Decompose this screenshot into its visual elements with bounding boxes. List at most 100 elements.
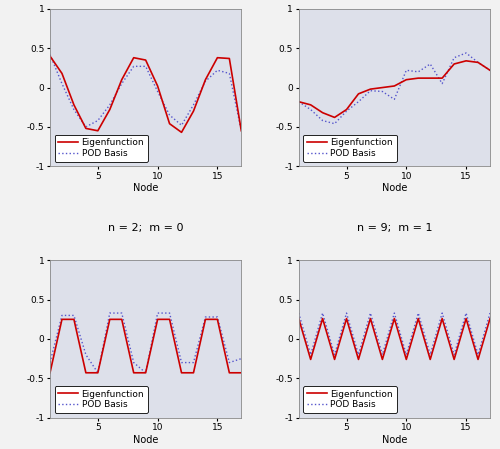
POD Basis: [226, 360, 232, 365]
Eigenfunction: [71, 317, 77, 322]
POD Basis: [83, 124, 89, 129]
POD Basis: [190, 360, 196, 365]
POD Basis: [475, 60, 481, 65]
POD Basis: [392, 310, 398, 316]
Eigenfunction: [142, 57, 148, 63]
Eigenfunction: [368, 316, 374, 321]
Eigenfunction: [356, 91, 362, 97]
POD Basis: [47, 52, 53, 57]
POD Basis: [238, 128, 244, 133]
Eigenfunction: [487, 68, 493, 73]
Eigenfunction: [320, 316, 326, 321]
Line: Eigenfunction: Eigenfunction: [298, 319, 490, 359]
Eigenfunction: [130, 55, 136, 61]
POD Basis: [416, 69, 422, 75]
Eigenfunction: [404, 77, 409, 83]
Eigenfunction: [178, 130, 184, 135]
POD Basis: [344, 310, 349, 316]
Legend: Eigenfunction, POD Basis: Eigenfunction, POD Basis: [54, 386, 148, 413]
POD Basis: [368, 88, 374, 93]
Eigenfunction: [166, 317, 172, 322]
Eigenfunction: [154, 84, 160, 89]
POD Basis: [356, 352, 362, 357]
Eigenfunction: [416, 75, 422, 81]
POD Basis: [226, 70, 232, 76]
POD Basis: [130, 360, 136, 365]
POD Basis: [118, 310, 124, 316]
Eigenfunction: [59, 317, 65, 322]
POD Basis: [118, 81, 124, 86]
POD Basis: [427, 62, 433, 67]
Text: n = 2;  m = 0: n = 2; m = 0: [108, 223, 184, 233]
Eigenfunction: [439, 316, 445, 321]
POD Basis: [83, 352, 89, 357]
Eigenfunction: [166, 121, 172, 127]
POD Basis: [463, 50, 469, 56]
POD Basis: [320, 118, 326, 123]
POD Basis: [154, 310, 160, 316]
POD Basis: [107, 310, 113, 316]
Eigenfunction: [404, 357, 409, 362]
Eigenfunction: [178, 370, 184, 375]
Eigenfunction: [71, 102, 77, 108]
Legend: Eigenfunction, POD Basis: Eigenfunction, POD Basis: [303, 386, 396, 413]
Eigenfunction: [439, 75, 445, 81]
Eigenfunction: [344, 316, 349, 321]
Line: Eigenfunction: Eigenfunction: [50, 319, 242, 373]
Eigenfunction: [214, 317, 220, 322]
Eigenfunction: [83, 370, 89, 375]
Eigenfunction: [95, 370, 101, 375]
X-axis label: Node: Node: [133, 435, 158, 445]
POD Basis: [154, 89, 160, 94]
POD Basis: [332, 121, 338, 127]
Eigenfunction: [296, 316, 302, 321]
POD Basis: [451, 55, 457, 61]
Eigenfunction: [154, 317, 160, 322]
POD Basis: [71, 313, 77, 318]
Text: n = 9;  m = 1: n = 9; m = 1: [356, 223, 432, 233]
Eigenfunction: [107, 317, 113, 322]
Eigenfunction: [487, 316, 493, 321]
Eigenfunction: [214, 55, 220, 61]
POD Basis: [356, 99, 362, 105]
Line: POD Basis: POD Basis: [50, 55, 242, 131]
Eigenfunction: [463, 58, 469, 63]
Eigenfunction: [190, 370, 196, 375]
Eigenfunction: [416, 316, 422, 321]
POD Basis: [238, 356, 244, 361]
POD Basis: [202, 79, 208, 84]
POD Basis: [320, 310, 326, 316]
Eigenfunction: [451, 62, 457, 67]
POD Basis: [59, 81, 65, 86]
POD Basis: [439, 81, 445, 86]
X-axis label: Node: Node: [133, 184, 158, 194]
POD Basis: [214, 314, 220, 320]
POD Basis: [439, 310, 445, 316]
Line: POD Basis: POD Basis: [50, 313, 242, 373]
POD Basis: [487, 68, 493, 73]
POD Basis: [178, 123, 184, 128]
POD Basis: [463, 310, 469, 316]
POD Basis: [47, 360, 53, 365]
POD Basis: [344, 109, 349, 114]
Eigenfunction: [427, 75, 433, 81]
POD Basis: [296, 310, 302, 316]
POD Basis: [475, 352, 481, 357]
POD Basis: [404, 68, 409, 73]
POD Basis: [380, 89, 386, 94]
POD Basis: [95, 370, 101, 375]
Eigenfunction: [226, 56, 232, 61]
Eigenfunction: [475, 60, 481, 65]
POD Basis: [214, 68, 220, 73]
POD Basis: [202, 314, 208, 320]
Eigenfunction: [344, 107, 349, 112]
Eigenfunction: [107, 107, 113, 112]
Eigenfunction: [356, 357, 362, 362]
Eigenfunction: [451, 357, 457, 362]
POD Basis: [142, 370, 148, 375]
POD Basis: [190, 102, 196, 108]
Eigenfunction: [296, 99, 302, 105]
Eigenfunction: [308, 357, 314, 362]
Line: Eigenfunction: Eigenfunction: [298, 61, 490, 118]
Eigenfunction: [427, 357, 433, 362]
